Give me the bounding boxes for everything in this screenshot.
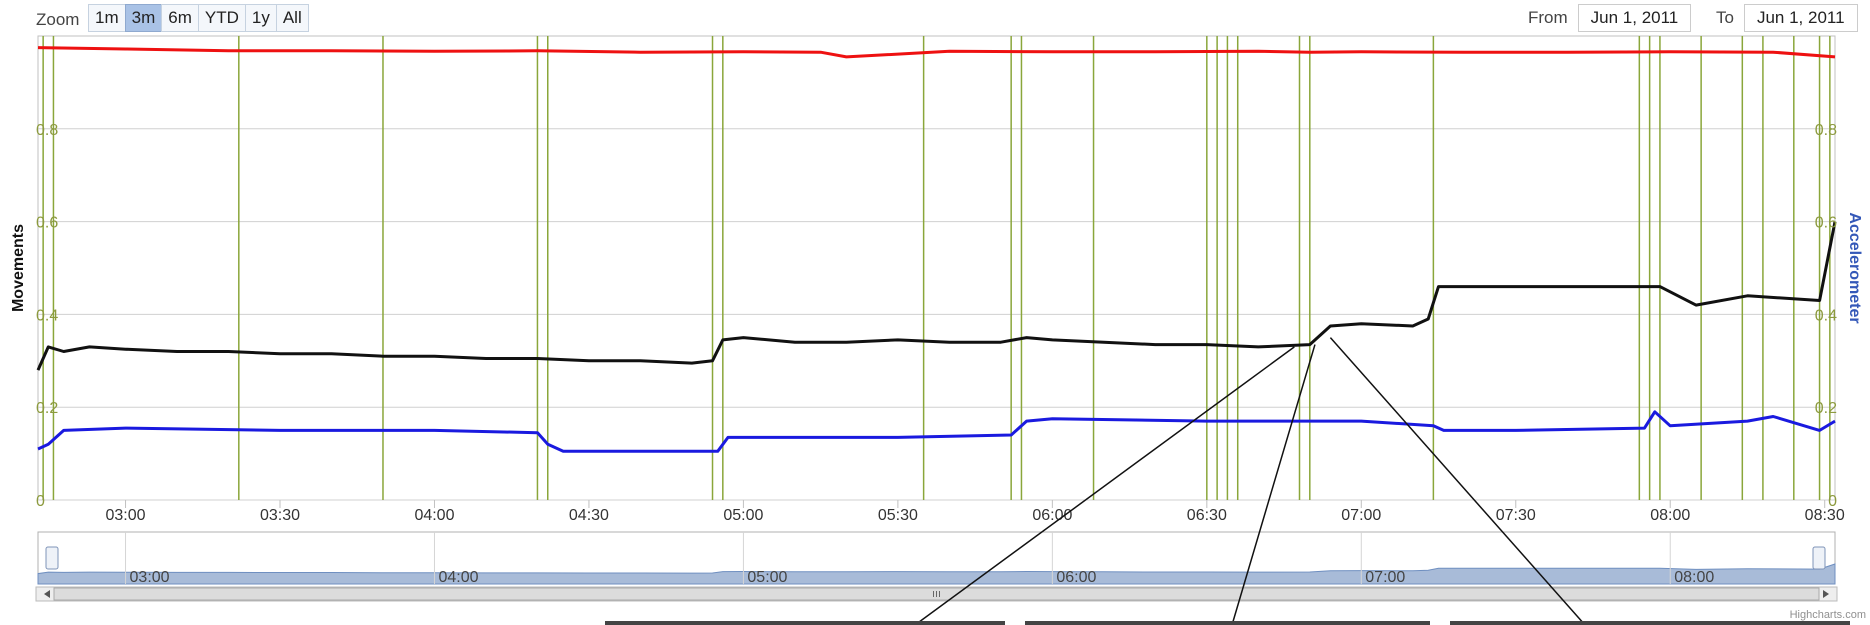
navigator-tick-label: 06:00: [1056, 569, 1096, 586]
zoom-button-ytd[interactable]: YTD: [197, 4, 246, 32]
x-tick-label: 03:00: [106, 507, 146, 524]
event-markers: [42, 36, 1831, 500]
navigator-tick-label: 05:00: [747, 569, 787, 586]
x-tick-label: 06:30: [1187, 507, 1227, 524]
x-tick-label: 07:00: [1341, 507, 1381, 524]
navigator-tick-label: 08:00: [1674, 569, 1714, 586]
y-tick-label-right: 0.2: [1815, 400, 1837, 417]
axis-ticks: 0 0 0.2 0.2 0.4 0.4 0.6 0.6 0.8 0.8 03:00 03:30 04:0…: [36, 122, 1845, 524]
x-tick-label: 06:00: [1032, 507, 1072, 524]
scroll-left-arrow-icon[interactable]: [44, 590, 50, 598]
series-line-black: [36, 221, 1837, 371]
y-tick-label-right: 0: [1828, 493, 1837, 510]
series-line-red: [37, 46, 1836, 59]
navigator-handle-right[interactable]: [1812, 546, 1826, 570]
navigator-tick-label: 07:00: [1365, 569, 1405, 586]
grid-lines: [37, 35, 1836, 501]
overlay-lines: [605, 337, 1850, 625]
range-from: From Jun 1, 2011: [1528, 4, 1692, 32]
y-tick-label-right: 0.8: [1815, 122, 1837, 139]
navigator[interactable]: 03:00 04:00 05:00 06:00 07:00 08:00: [35, 531, 1838, 602]
callout-line: [914, 346, 1295, 625]
x-tick-label: 05:30: [878, 507, 918, 524]
series-lines: [36, 46, 1837, 453]
x-tick-label: 07:30: [1496, 507, 1536, 524]
y-tick-label-left: 0.6: [36, 215, 58, 232]
scroll-right-arrow-icon[interactable]: [1823, 590, 1829, 598]
to-label: To: [1716, 8, 1734, 27]
callout-panel-edge: [605, 621, 1005, 625]
navigator-handle-left[interactable]: [45, 546, 59, 570]
y-tick-label-left: 0: [36, 493, 45, 510]
callout-line: [1231, 344, 1316, 625]
x-tick-label: 05:00: [723, 507, 763, 524]
navigator-tick-label: 04:00: [438, 569, 478, 586]
callout-panel-edge: [1450, 621, 1850, 625]
y-tick-label-left: 0.2: [36, 400, 58, 417]
zoom-label: Zoom: [36, 10, 80, 29]
y-axis-title-right: Accelerometer: [1846, 212, 1863, 323]
callout-line: [1329, 337, 1586, 625]
to-date-input[interactable]: Jun 1, 2011: [1743, 4, 1858, 32]
x-tick-label: 04:00: [414, 507, 454, 524]
y-tick-label-left: 0.8: [36, 122, 58, 139]
y-tick-label-right: 0.6: [1815, 215, 1837, 232]
y-tick-label-left: 0.4: [36, 307, 58, 324]
highcharts-credit[interactable]: Highcharts.com: [1789, 609, 1866, 621]
zoom-button-group: 1m 3m 6m YTD 1y All: [88, 4, 309, 32]
range-selector-bar: Zoom 1m 3m 6m YTD 1y All From Jun 1, 2011 To …: [0, 0, 1870, 36]
zoom-button-6m[interactable]: 6m: [161, 4, 199, 32]
navigator-tick-label: 03:00: [130, 569, 170, 586]
x-tick-label: 08:00: [1650, 507, 1690, 524]
from-date-input[interactable]: Jun 1, 2011: [1577, 4, 1692, 32]
callout-panel-edge: [1025, 621, 1430, 625]
from-label: From: [1528, 8, 1568, 27]
range-to: To Jun 1, 2011: [1716, 4, 1858, 32]
x-tick-label: 08:30: [1805, 507, 1845, 524]
navigator-series-area: [37, 563, 1836, 585]
y-axis-title-left: Movements: [10, 224, 27, 312]
x-tick-label: 04:30: [569, 507, 609, 524]
y-tick-label-right: 0.4: [1815, 307, 1837, 324]
zoom-button-1y[interactable]: 1y: [244, 4, 277, 32]
x-tick-label: 03:30: [260, 507, 300, 524]
series-line-blue: [37, 410, 1836, 453]
zoom-button-all[interactable]: All: [275, 4, 309, 32]
